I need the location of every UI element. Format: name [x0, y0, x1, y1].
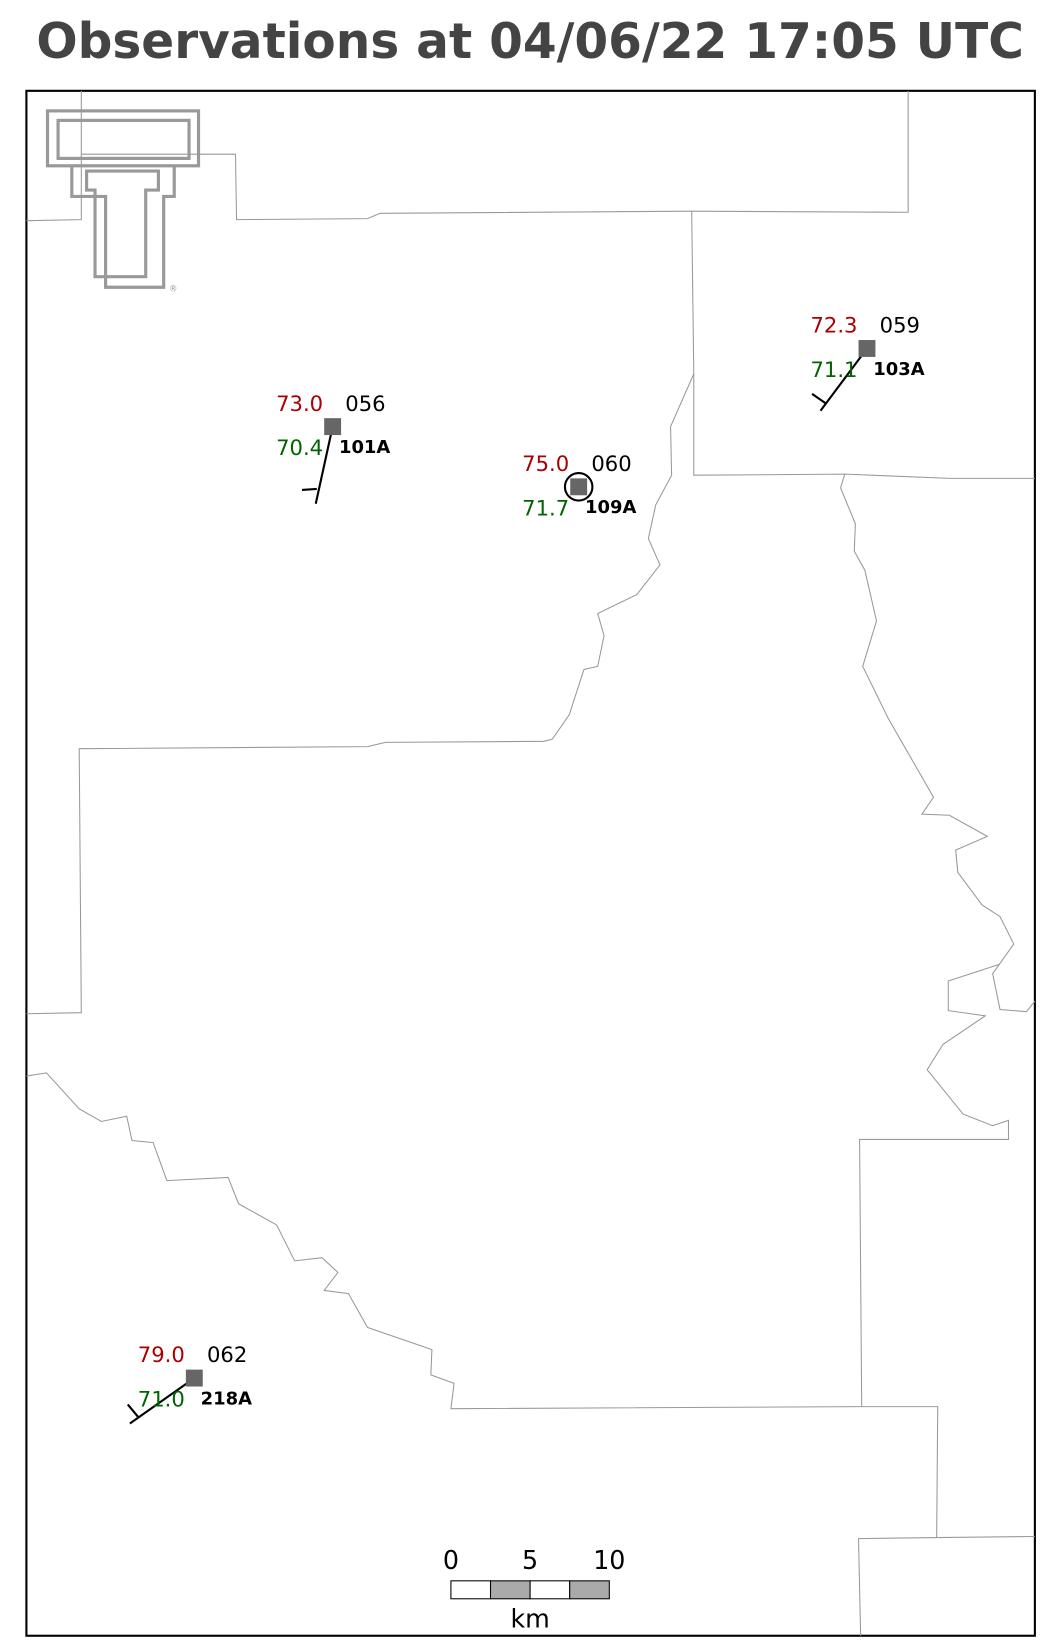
logo-bar: [45, 109, 201, 168]
scale-label: 0: [443, 1545, 459, 1575]
scale-label: 10: [593, 1545, 625, 1575]
scale-segment: [489, 1580, 531, 1600]
temperature: 72.3: [810, 313, 857, 338]
station-id: 101A: [339, 437, 390, 458]
scale-segment: [569, 1580, 610, 1600]
dewpoint: 70.4: [276, 435, 323, 460]
pressure: 059: [880, 313, 920, 338]
county-lines: [26, 90, 1036, 1636]
county-line: [26, 90, 82, 222]
county-line: [691, 211, 1035, 479]
station-marker: [570, 478, 588, 496]
barbs: [126, 347, 868, 1425]
station-marker: [324, 418, 342, 436]
temperature: 73.0: [276, 391, 323, 416]
pressure: 056: [345, 391, 385, 416]
title: Observations at 04/06/22 17:05 UTC: [36, 14, 1024, 70]
wind-barb: [811, 347, 868, 412]
dewpoint: 71.7: [522, 495, 569, 520]
pressure: 062: [207, 1342, 247, 1367]
scale-segment: [450, 1580, 492, 1600]
station-id: 103A: [873, 359, 924, 380]
logo-mark: ®: [169, 283, 177, 293]
county-line: [859, 963, 1035, 1539]
county-line: [26, 373, 695, 1015]
station-marker: [858, 340, 876, 357]
station-marker: [185, 1369, 203, 1387]
scale-label: 5: [522, 1545, 538, 1575]
county-line: [857, 1537, 937, 1636]
station-id: 218A: [201, 1388, 252, 1409]
scale-segment: [529, 1580, 571, 1600]
logo-stem: [70, 165, 176, 289]
station-id: 109A: [585, 497, 636, 518]
county-line: [81, 90, 909, 221]
stations: 73.0 056 70.4 101A 75.0 060 71.7 109A 72.3 059 71.…: [138, 313, 925, 1412]
wind-barb: [301, 426, 334, 504]
dewpoint: 71.1: [810, 357, 857, 382]
wind-barb: [126, 1377, 195, 1425]
temperature: 75.0: [522, 451, 569, 476]
county-line: [26, 1072, 862, 1410]
logo-bar: [56, 118, 191, 160]
logo: ®: [45, 109, 201, 293]
scale-bar: 0 5 10 km: [443, 1545, 626, 1633]
temperature: 79.0: [138, 1342, 185, 1367]
wind-calm: [563, 472, 594, 502]
scale-unit: km: [510, 1603, 549, 1633]
dewpoint: 71.0: [138, 1387, 185, 1412]
logo-stem: [85, 169, 160, 279]
pressure: 060: [591, 451, 631, 476]
